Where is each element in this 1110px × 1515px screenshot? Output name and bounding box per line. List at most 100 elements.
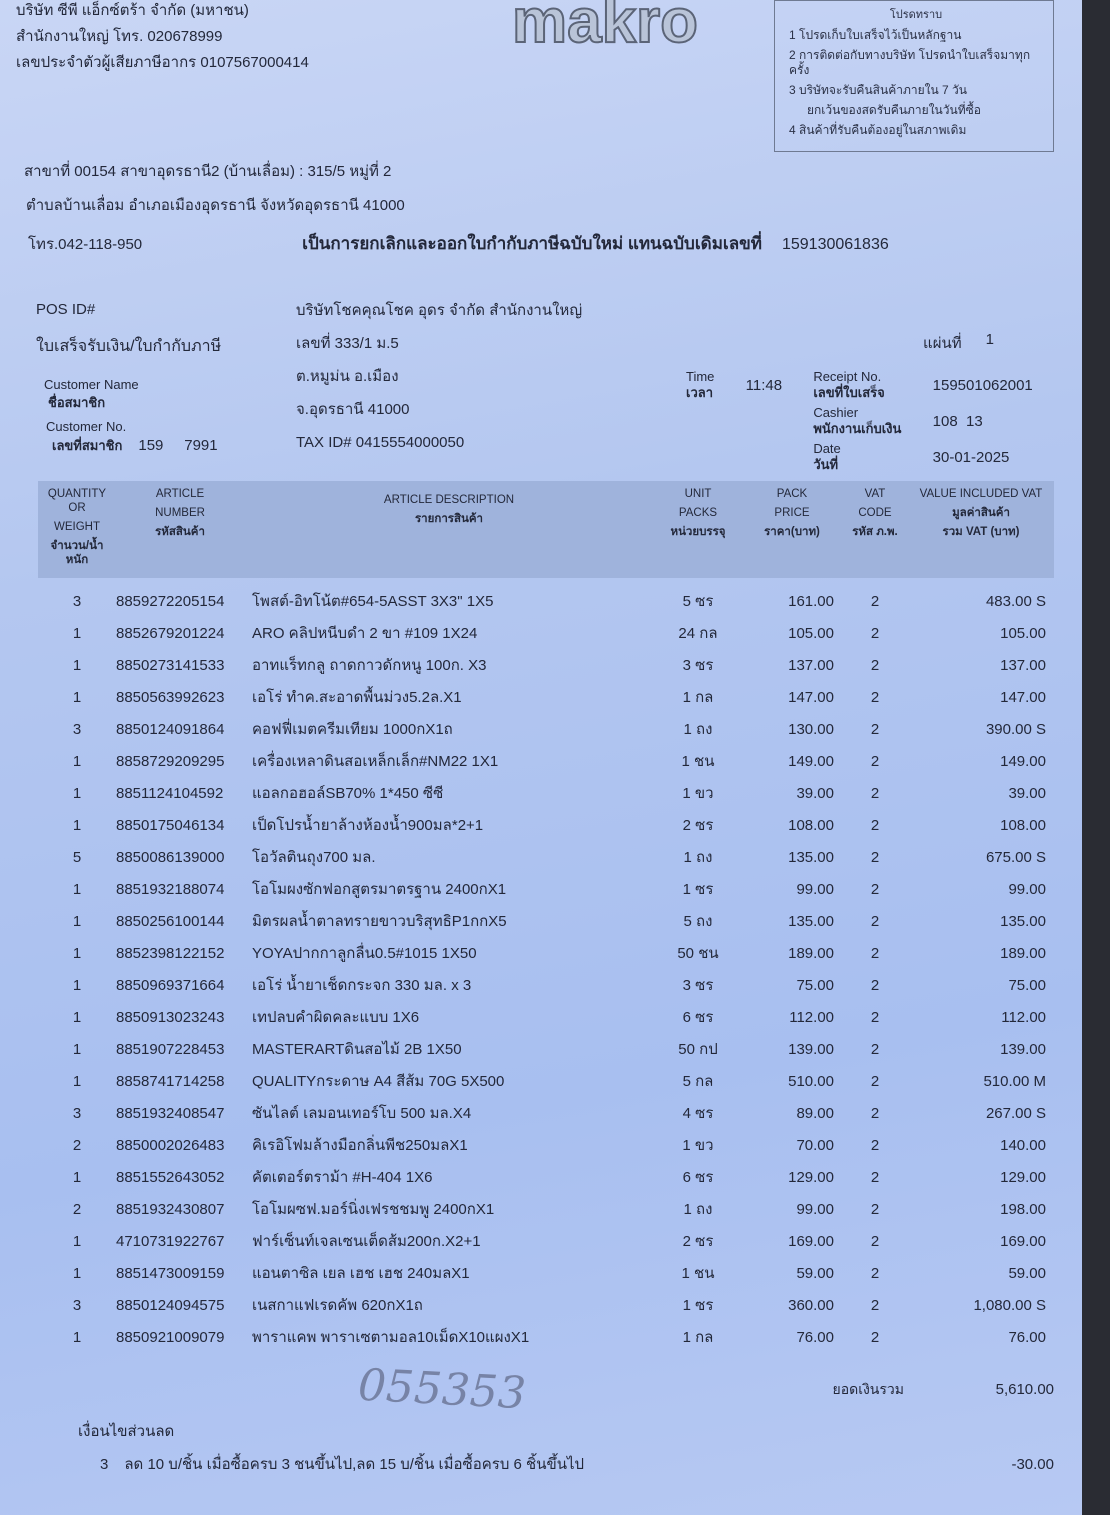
cell-desc: โอโมผงซักฟอกสูตรมาตรฐาน 2400กX1 [252, 881, 507, 898]
cell-unit: 5 ซร [682, 593, 714, 610]
cell-vat: 2 [870, 721, 880, 738]
cashier-label-th: พนักงานเก็บเงิน [813, 421, 902, 436]
cell-qty: 1 [72, 1009, 82, 1026]
cell-price: 70.00 [796, 1137, 834, 1154]
header-vat-code: VAT CODE รหัส ภ.พ. [852, 488, 898, 538]
cell-price: 59.00 [796, 1265, 834, 1282]
cell-unit: 3 ซร [682, 657, 714, 674]
sheet-value: 1 [985, 331, 994, 348]
date-label: Date [813, 441, 841, 456]
header-pack-price: PACK PRICE ราคา(บาท) [764, 488, 820, 538]
cell-vat: 2 [870, 945, 880, 962]
cell-article: 8851124104592 [116, 785, 224, 802]
receipt-paper: บริษัท ซีพี แอ็กซ์ตร้า จำกัด (มหาชน) สำน… [0, 0, 1082, 1515]
cell-vat: 2 [870, 1137, 880, 1154]
cell-desc: คิเรอิโฟมล้างมือกลิ่นพีช250มลX1 [252, 1137, 468, 1154]
cell-unit: 1 ขว [682, 785, 714, 802]
replacement-row: โทร.042-118-950 เป็นการยกเลิกและออกใบกำก… [28, 230, 1054, 257]
table-row: 1 8851124104592 แอลกอฮอล์SB70% 1*450 ซีซี 1… [38, 778, 1054, 810]
table-row: 2 8851932430807 โอโมผซฟ.มอร์นิ่งเฟรชชมพู 2… [38, 1194, 1054, 1226]
header-qty: QUANTITY OR WEIGHT จำนวน/น้ำหนัก [47, 488, 107, 566]
cell-price: 147.00 [788, 689, 834, 706]
cell-price: 129.00 [788, 1169, 834, 1186]
time-value: 11:48 [745, 376, 783, 394]
cell-unit: 1 ถง [683, 849, 713, 866]
branch-line2: ตำบลบ้านเลื่อม อำเภอเมืองอุดรธานี จังหวั… [26, 197, 405, 214]
table-row: 3 8850124094575 เนสกาแฟเรดคัพ 620กX1ถ 1 ซร 3… [38, 1290, 1054, 1322]
date-value: 30-01-2025 [932, 448, 1010, 466]
cell-unit: 1 ซร [682, 1297, 714, 1314]
cell-vat: 2 [870, 913, 880, 930]
notice-item: ยกเว้นของสดรับคืนภายในวันที่ซื้อ [807, 103, 981, 117]
cell-value: 39.00 [1008, 785, 1046, 802]
receipt-no-label-th: เลขที่ใบเสร็จ [813, 385, 885, 400]
cell-desc: MASTERARTดินสอไม้ 2B 1X50 [252, 1041, 462, 1058]
cell-desc: เครื่องเหลาดินสอเหล็กเล็ก#NM22 1X1 [252, 753, 499, 770]
customer-no-value: 159 7991 [138, 437, 218, 454]
header-unit-packs: UNIT PACKS หน่วยบรรจุ [670, 488, 726, 538]
cell-desc: โอวัลตินถุง700 มล. [252, 849, 376, 866]
discount-qty: 3 [100, 1456, 109, 1473]
cell-vat: 2 [870, 593, 880, 610]
customer-section: POS ID# ใบเสร็จรับเงิน/ใบกำกับภาษี Custo… [36, 301, 1054, 473]
cell-price: 161.00 [788, 593, 834, 610]
cell-value: 149.00 [1000, 753, 1046, 770]
cell-unit: 5 ถง [683, 913, 713, 930]
customer-address-2: ต.หมูม่น อ.เมือง [296, 368, 399, 385]
customer-name-label-th: ชื่อสมาชิก [48, 395, 106, 410]
cell-article: 8858741714258 [116, 1073, 225, 1090]
table-row: 1 8850563992623 เอโร่ ทำค.สะอาดพื้นม่วง5.2… [38, 682, 1054, 714]
cell-article: 8850124094575 [116, 1297, 225, 1314]
cashier-label: Cashier [813, 405, 859, 420]
cell-value: 198.00 [1000, 1201, 1046, 1218]
branch-block: สาขาที่ 00154 สาขาอุดรธานี2 (บ้านเลื่อม)… [24, 162, 1054, 216]
cell-qty: 3 [72, 593, 82, 610]
discount-row: 3 ลด 10 บ/ชิ้น เมื่อซื้อครบ 3 ชนขึ้นไป,ล… [100, 1455, 1054, 1475]
cell-qty: 2 [72, 1201, 82, 1218]
cell-price: 76.00 [796, 1329, 834, 1346]
cell-value: 675.00 S [985, 849, 1046, 866]
table-row: 1 8852679201224 ARO คลิปหนีบดำ 2 ขา #109 1… [38, 618, 1054, 650]
cell-desc: เอโร่ น้ำยาเช็ดกระจก 330 มล. x 3 [252, 977, 472, 994]
total-row: 055353 ยอดเงินรวม 5,610.00 [38, 1360, 1054, 1420]
cell-value: 147.00 [1000, 689, 1046, 706]
customer-name-label: Customer Name [44, 377, 139, 392]
cell-desc: แอนตาซิล เยล เฮช เฮช 240มลX1 [252, 1265, 470, 1282]
cell-desc: พาราแคพ พาราเซตามอล10เม็ดX10แผงX1 [252, 1329, 530, 1346]
table-row: 3 8851932408547 ซันไลต์ เลมอนเทอร์โบ 500 ม… [38, 1098, 1054, 1130]
cell-price: 510.00 [788, 1073, 834, 1090]
cell-article: 8850002026483 [116, 1137, 225, 1154]
cell-desc: ซันไลต์ เลมอนเทอร์โบ 500 มล.X4 [252, 1105, 472, 1122]
cell-desc: โพสต์-อิทโน้ต#654-5ASST 3X3" 1X5 [252, 593, 494, 610]
cell-vat: 2 [870, 817, 880, 834]
customer-no-label: Customer No. [46, 419, 127, 434]
cell-value: 1,080.00 S [973, 1297, 1046, 1314]
cell-qty: 3 [72, 721, 82, 738]
cell-article: 8851932408547 [116, 1105, 225, 1122]
customer-labels: POS ID# ใบเสร็จรับเงิน/ใบกำกับภาษี Custo… [36, 301, 286, 473]
company-tax-id: เลขประจำตัวผู้เสียภาษีอากร 0107567000414 [16, 54, 309, 71]
table-row: 1 8850969371664 เอโร่ น้ำยาเช็ดกระจก 330 ม… [38, 970, 1054, 1002]
cell-vat: 2 [870, 977, 880, 994]
notice-item: 1 โปรดเก็บใบเสร็จไว้เป็นหลักฐาน [789, 28, 962, 42]
table-row: 2 8850002026483 คิเรอิโฟมล้างมือกลิ่นพีช25… [38, 1130, 1054, 1162]
table-row: 1 8850921009079 พาราแคพ พาราเซตามอล10เม็ดX… [38, 1322, 1054, 1354]
cell-qty: 1 [72, 625, 82, 642]
table-row: 1 8850175046134 เป็ดโปรน้ำยาล้างห้องน้ำ900… [38, 810, 1054, 842]
cell-value: 169.00 [1000, 1233, 1046, 1250]
cell-unit: 1 ซร [682, 881, 714, 898]
cell-desc: เทปลบคำผิดคละแบบ 1X6 [252, 1009, 420, 1026]
cell-unit: 3 ซร [682, 977, 714, 994]
cell-desc: เนสกาแฟเรดคัพ 620กX1ถ [252, 1297, 423, 1314]
cell-value: 189.00 [1000, 945, 1046, 962]
cell-qty: 1 [72, 1233, 82, 1250]
cell-vat: 2 [870, 1041, 880, 1058]
cell-unit: 24 กล [678, 625, 718, 642]
cell-value: 112.00 [1001, 1009, 1046, 1026]
cell-vat: 2 [870, 849, 880, 866]
cell-article: 8859272205154 [116, 593, 225, 610]
customer-company: บริษัทโชคคุณโชค อุดร จำกัด สำนักงานใหญ่ [296, 302, 583, 319]
cell-vat: 2 [870, 1265, 880, 1282]
table-row: 5 8850086139000 โอวัลตินถุง700 มล. 1 ถง 135.… [38, 842, 1054, 874]
cell-unit: 1 กล [682, 1329, 714, 1346]
